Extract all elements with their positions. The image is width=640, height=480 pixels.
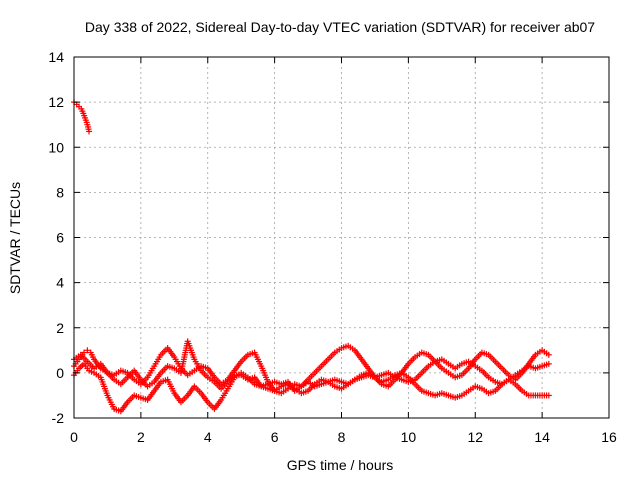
x-tick-label: 4 — [204, 429, 212, 445]
data-point-track-a — [81, 349, 88, 356]
data-point-track-a — [545, 351, 552, 358]
x-tick-label: 6 — [271, 429, 279, 445]
x-tick-label: 12 — [467, 429, 483, 445]
ticks-layer: 0 2 4 6 8 10 12 14 16 -2 0 2 4 6 8 10 12 14 — [48, 49, 617, 445]
y-tick-label: 8 — [56, 184, 64, 200]
x-tick-label: 8 — [338, 429, 346, 445]
y-tick-label: 12 — [48, 94, 64, 110]
x-tick-label: 16 — [601, 429, 617, 445]
grid-layer — [74, 57, 609, 418]
chart-title: Day 338 of 2022, Sidereal Day-to-day VTE… — [85, 19, 595, 35]
y-tick-label: 4 — [56, 275, 64, 291]
data-point-track-c — [545, 360, 552, 367]
marks-layer — [71, 99, 552, 415]
x-tick-label: 0 — [70, 429, 78, 445]
data-point-track-b — [545, 392, 552, 399]
x-tick-label: 10 — [401, 429, 417, 445]
x-tick-label: 2 — [137, 429, 145, 445]
y-tick-label: 6 — [56, 230, 64, 246]
y-tick-label: -2 — [52, 410, 65, 426]
y-tick-label: 14 — [48, 49, 64, 65]
y-axis-label: SDTVAR / TECUs — [7, 182, 23, 294]
data-point-track-a — [84, 347, 91, 354]
y-tick-label: 2 — [56, 320, 64, 336]
y-tick-label: 0 — [56, 365, 64, 381]
x-tick-label: 14 — [534, 429, 550, 445]
y-tick-label: 10 — [48, 139, 64, 155]
x-axis-label: GPS time / hours — [287, 457, 394, 473]
data-point-early-high — [86, 128, 93, 135]
